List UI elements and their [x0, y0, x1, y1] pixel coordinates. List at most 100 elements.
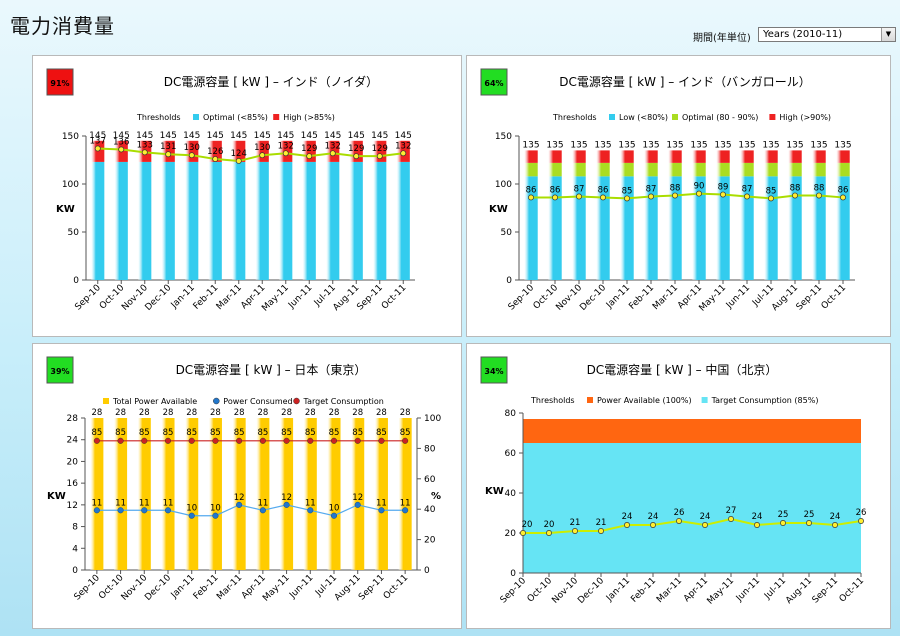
bar-segment	[572, 150, 586, 163]
bar-total-label: 135	[570, 140, 587, 150]
consumption-label: 24	[622, 512, 633, 522]
x-tick-label: May-11	[260, 283, 291, 314]
bar-total-label: 145	[277, 131, 294, 141]
bar	[398, 418, 412, 570]
x-tick-label: Jun-11	[287, 573, 315, 601]
y-axis-label: KW	[489, 204, 508, 215]
consumption-point	[546, 530, 552, 536]
y-tick-label: 8	[72, 523, 78, 533]
consumed-label: 10	[186, 504, 197, 514]
consumption-label: 132	[325, 141, 341, 151]
x-tick-label: Oct-11	[382, 573, 410, 601]
consumption-point	[832, 522, 838, 528]
x-tick-label: May-11	[706, 576, 737, 607]
bar-total-label: 135	[642, 140, 659, 150]
bar-value-label: 28	[186, 408, 197, 418]
target-label: 85	[234, 428, 245, 438]
bar-segment	[548, 176, 562, 280]
target-label: 85	[400, 428, 411, 438]
bar-segment	[644, 176, 658, 280]
y-tick-label: 100	[495, 180, 512, 190]
consumption-point	[306, 153, 313, 160]
consumption-label: 25	[778, 510, 789, 520]
y2-tick-label: 40	[424, 505, 436, 515]
consumption-label: 88	[670, 184, 681, 194]
chevron-down-icon[interactable]: ▼	[881, 28, 895, 41]
bar-total-label: 135	[810, 140, 827, 150]
bar-total-label: 135	[762, 140, 779, 150]
bar	[208, 418, 222, 570]
consumption-point	[780, 520, 786, 526]
x-tick-label: Nov-10	[550, 576, 580, 606]
bar-segment	[692, 162, 706, 177]
consumed-point	[164, 507, 172, 514]
consumption-label: 86	[550, 185, 561, 195]
bar-segment	[524, 176, 538, 280]
bar-segment	[232, 161, 246, 280]
y-tick-label: 24	[67, 436, 79, 446]
y-tick-label: 0	[510, 569, 516, 579]
bar	[185, 418, 199, 570]
consumption-label: 87	[742, 184, 753, 194]
consumed-label: 12	[352, 493, 363, 503]
y-tick-label: 12	[67, 501, 78, 511]
consumption-label: 25	[804, 510, 815, 520]
y-tick-label: 0	[506, 276, 512, 286]
consumed-point	[188, 512, 195, 519]
consumption-point	[624, 195, 630, 202]
legend-label: High (>90%)	[779, 113, 831, 122]
consumption-label: 126	[207, 147, 223, 157]
y-tick-label: 60	[505, 449, 517, 459]
chart-title: DC電源容量 [ kW ] – 中国（北京）	[587, 362, 778, 377]
target-label: 85	[329, 428, 340, 438]
consumption-point	[353, 153, 360, 160]
legend-swatch	[609, 114, 615, 120]
bar-segment	[373, 161, 387, 280]
legend-title: Thresholds	[552, 113, 597, 122]
bar-segment	[620, 162, 634, 177]
bar-value-label: 28	[210, 408, 221, 418]
period-select[interactable]: Years (2010-11) ▼	[758, 27, 896, 42]
consumption-label: 86	[526, 185, 537, 195]
chart-panel-tokyo: 39% DC電源容量 [ kW ] – 日本（東京） Total Power Ava…	[32, 343, 462, 629]
consumption-label: 129	[372, 144, 388, 154]
consumed-label: 11	[376, 498, 387, 508]
x-tick-label: Aug-11	[784, 576, 814, 606]
y2-tick-label: 80	[424, 444, 436, 454]
x-tick-label: Jun-11	[734, 576, 762, 604]
y-tick-label: 150	[62, 132, 79, 142]
consumption-point	[598, 528, 604, 534]
status-badge-label: 34%	[484, 367, 503, 376]
consumption-label: 88	[790, 184, 801, 194]
consumption-point	[792, 192, 798, 199]
consumption-point	[188, 152, 195, 159]
bar-segment	[208, 161, 222, 280]
consumed-point	[330, 512, 338, 519]
bar	[256, 418, 270, 570]
x-tick-label: Dec-10	[578, 283, 608, 313]
bar-total-label: 135	[786, 140, 803, 150]
status-badge	[46, 356, 74, 384]
chart-panel-noida: 91% DC電源容量 [ kW ] – インド（ノイダ） Thresholds Opt…	[32, 55, 462, 337]
consumption-label: 89	[718, 183, 729, 193]
legend-label: High (>85%)	[283, 113, 335, 122]
bar-total-label: 145	[301, 131, 318, 141]
consumed-point	[283, 501, 290, 508]
bar-segment	[208, 140, 222, 162]
target-label: 85	[376, 428, 387, 438]
x-tick-label: May-11	[698, 283, 729, 314]
bar-segment	[764, 176, 778, 280]
bar-segment	[524, 162, 538, 177]
chart-title: DC電源容量 [ kW ] – 日本（東京）	[176, 362, 367, 377]
bar-value-label: 28	[281, 408, 292, 418]
consumption-point	[728, 516, 734, 522]
legend-label: Total Power Available	[112, 397, 197, 406]
consumption-label: 87	[646, 184, 657, 194]
x-tick-label: Mar-11	[651, 283, 680, 312]
consumed-point	[236, 501, 243, 508]
y2-axis-label: %	[431, 491, 441, 502]
x-tick-label: Aug-11	[333, 573, 363, 603]
bar-segment	[279, 161, 293, 280]
consumed-label: 11	[257, 498, 268, 508]
consumption-point	[816, 192, 822, 199]
